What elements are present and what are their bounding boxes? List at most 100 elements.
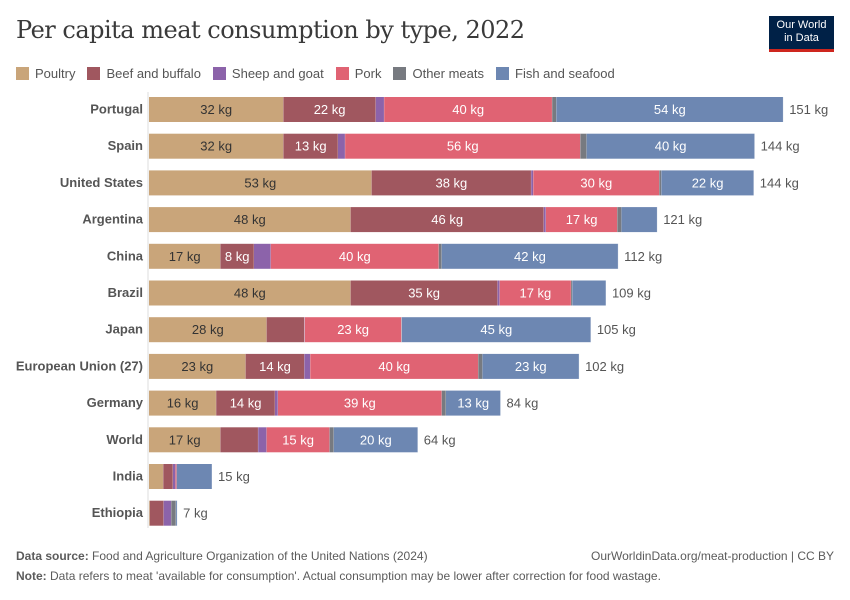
legend-label: Other meats [412,66,484,81]
bar-segment-sheep-and-goat[interactable] [275,390,278,416]
bar-segment-pork[interactable] [384,97,553,122]
bar-segment-sheep-and-goat[interactable] [497,280,500,306]
bar-segment-pork[interactable] [266,427,330,453]
category-label: Argentina [82,212,143,227]
bar-segment-pork[interactable] [310,353,479,379]
total-label: 109 kg [612,286,651,301]
legend-item-poultry[interactable]: Poultry [16,66,75,81]
bar-segment-sheep-and-goat[interactable] [163,500,172,526]
bar-segment-other-meats[interactable] [329,427,334,453]
bar-segment-other-meats[interactable] [580,133,587,159]
bar-segment-poultry[interactable] [149,317,267,343]
bar-segment-poultry[interactable] [149,427,221,453]
bar-segment-pork[interactable] [545,207,618,233]
segment-label: 13 kg [295,139,327,154]
bar-segment-other-meats[interactable] [438,243,442,269]
bar-segment-fish-and-seafood[interactable] [175,500,178,526]
bar-segment-beef-and-buffalo[interactable] [149,500,164,526]
segment-label: 16 kg [167,396,199,411]
bar-segment-beef-and-buffalo[interactable] [350,280,498,306]
segment-label: 40 kg [378,359,410,374]
bar-segment-fish-and-seafood[interactable] [401,317,591,343]
bar-segment-beef-and-buffalo[interactable] [283,97,376,122]
bar-segment-sheep-and-goat[interactable] [338,133,346,159]
source-text[interactable]: Food and Agriculture Organization of the… [92,549,428,563]
bar-segment-sheep-and-goat[interactable] [172,464,176,489]
bar-segment-poultry[interactable] [149,390,217,416]
bar-segment-other-meats[interactable] [441,390,446,416]
bar-segment-sheep-and-goat[interactable] [543,207,546,233]
segment-label: 23 kg [337,322,369,337]
bar-segment-fish-and-seafood[interactable] [621,207,658,233]
segment-label: 56 kg [447,139,479,154]
bar-segment-poultry[interactable] [149,133,284,159]
legend-swatch [212,67,226,80]
bar-segment-fish-and-seafood[interactable] [661,170,754,196]
bar-segment-fish-and-seafood[interactable] [556,97,784,122]
legend-item-beef-and-buffalo[interactable]: Beef and buffalo [87,66,201,81]
bar-segment-other-meats[interactable] [571,280,573,306]
bar-segment-fish-and-seafood[interactable] [572,280,606,306]
category-label: Portugal [90,102,143,117]
bar-segment-other-meats[interactable] [659,170,662,196]
bar-segment-pork[interactable] [270,243,439,269]
total-label: 121 kg [663,212,702,227]
source-label: Data source: [16,549,89,563]
legend-item-pork[interactable]: Pork [335,66,381,81]
bar-segment-beef-and-buffalo[interactable] [266,317,305,343]
bar-segment-pork[interactable] [175,464,177,489]
bar-segment-sheep-and-goat[interactable] [531,170,534,196]
category-label: Spain [108,138,143,153]
total-label: 64 kg [424,432,456,447]
bar-segment-pork[interactable] [499,280,572,306]
source-url[interactable]: OurWorldinData.org/meat-production | CC … [591,549,834,563]
legend-item-sheep-and-goat[interactable]: Sheep and goat [212,66,324,81]
bar-segment-beef-and-buffalo[interactable] [216,390,275,416]
bar-segment-other-meats[interactable] [478,353,483,379]
bar-segment-beef-and-buffalo[interactable] [220,427,259,453]
bar-segment-sheep-and-goat[interactable] [258,427,267,453]
bar-segment-fish-and-seafood[interactable] [586,133,755,159]
bar-segment-poultry[interactable] [149,243,221,269]
bar-segment-poultry[interactable] [149,207,351,233]
bar-segment-sheep-and-goat[interactable] [304,353,311,379]
bar-segment-fish-and-seafood[interactable] [176,464,212,489]
legend-item-other-meats[interactable]: Other meats [393,66,484,81]
bar-segment-beef-and-buffalo[interactable] [371,170,532,196]
segment-label: 22 kg [314,102,346,117]
bar-segment-pork[interactable] [345,133,581,159]
category-label: Brazil [108,285,143,300]
legend-item-fish-and-seafood[interactable]: Fish and seafood [496,66,615,81]
bar-segment-fish-and-seafood[interactable] [445,390,501,416]
bar-segment-other-meats[interactable] [617,207,622,233]
bar-segment-fish-and-seafood[interactable] [333,427,418,453]
total-label: 105 kg [597,322,636,337]
bar-segment-beef-and-buffalo[interactable] [283,133,338,159]
bar-segment-fish-and-seafood[interactable] [482,353,580,379]
segment-label: 54 kg [654,102,686,117]
bar-segment-beef-and-buffalo[interactable] [245,353,305,379]
bar-segment-beef-and-buffalo[interactable] [350,207,544,233]
bar-segment-pork[interactable] [304,317,402,343]
bar-segment-pork[interactable] [533,170,660,196]
bar-segment-poultry[interactable] [149,500,150,526]
bar-segment-sheep-and-goat[interactable] [254,243,271,269]
bar-segment-poultry[interactable] [149,97,284,122]
bar-segment-beef-and-buffalo[interactable] [220,243,254,269]
bar-segment-fish-and-seafood[interactable] [441,243,619,269]
owid-logo[interactable]: Our World in Data [769,16,834,52]
total-label: 15 kg [218,469,250,484]
bar-segment-sheep-and-goat[interactable] [375,97,385,122]
bar-segment-other-meats[interactable] [552,97,557,122]
legend-label: Poultry [35,66,76,81]
bar-segment-other-meats[interactable] [171,500,176,526]
bar-segment-poultry[interactable] [149,464,164,489]
bar-segment-poultry[interactable] [149,170,372,196]
bar-segment-poultry[interactable] [149,280,351,306]
bar-segment-beef-and-buffalo[interactable] [163,464,173,489]
footnote: Note: Data refers to meat 'available for… [16,569,661,583]
bar-segment-poultry[interactable] [149,353,246,379]
bar-segment-pork[interactable] [277,390,442,416]
segment-label: 22 kg [692,175,724,190]
segment-label: 46 kg [431,212,463,227]
